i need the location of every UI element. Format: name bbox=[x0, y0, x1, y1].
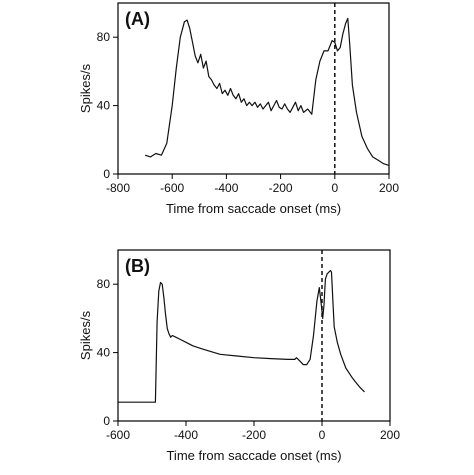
panel-b-y-tick-label: 0 bbox=[103, 414, 110, 428]
panel-a-y-tick-label: 80 bbox=[97, 30, 111, 44]
panel-a-y-axis-title: Spikes/s bbox=[78, 63, 93, 113]
panel-b-y-axis-title: Spikes/s bbox=[78, 310, 93, 360]
panel-b-x-tick-label: -600 bbox=[106, 428, 130, 442]
panel-b-y-tick-label: 80 bbox=[97, 277, 111, 291]
panel-a-x-tick-label: -600 bbox=[160, 181, 184, 195]
panel-b: -600 -400 -200 0 200 0 40 80 Time from saccade o… bbox=[78, 249, 400, 463]
panel-a-x-tick-label: 200 bbox=[379, 181, 399, 195]
panel-a-x-tick-label: -400 bbox=[214, 181, 238, 195]
panel-b-x-tick-label: -200 bbox=[242, 428, 266, 442]
panel-b-x-tick-label: -400 bbox=[174, 428, 198, 442]
panel-a-y-tick-label: 0 bbox=[103, 167, 110, 181]
panel-a-firing-rate-line bbox=[144, 17, 390, 166]
panel-a-x-tick-label: 0 bbox=[331, 181, 338, 195]
panel-a-y-tick-label: 40 bbox=[97, 99, 111, 113]
panel-a-x-axis-title: Time from saccade onset (ms) bbox=[166, 201, 341, 216]
panel-b-x-axis-title: Time from saccade onset (ms) bbox=[166, 448, 341, 463]
panel-a-label: (A) bbox=[125, 9, 150, 29]
panel-a-x-tick-label: -200 bbox=[269, 181, 293, 195]
panel-b-y-tick-label: 40 bbox=[97, 346, 111, 360]
panel-b-x-tick-label: 200 bbox=[380, 428, 400, 442]
panel-a: -800 -600 -400 -200 0 200 0 40 80 Time from sacca… bbox=[78, 2, 399, 216]
panel-b-firing-rate-line bbox=[118, 269, 365, 403]
panel-a-x-tick-label: -800 bbox=[106, 181, 130, 195]
panel-b-plot-frame bbox=[117, 249, 391, 422]
panel-b-x-tick-label: 0 bbox=[319, 428, 326, 442]
panel-b-label: (B) bbox=[125, 256, 150, 276]
panel-a-plot-frame bbox=[117, 2, 390, 175]
